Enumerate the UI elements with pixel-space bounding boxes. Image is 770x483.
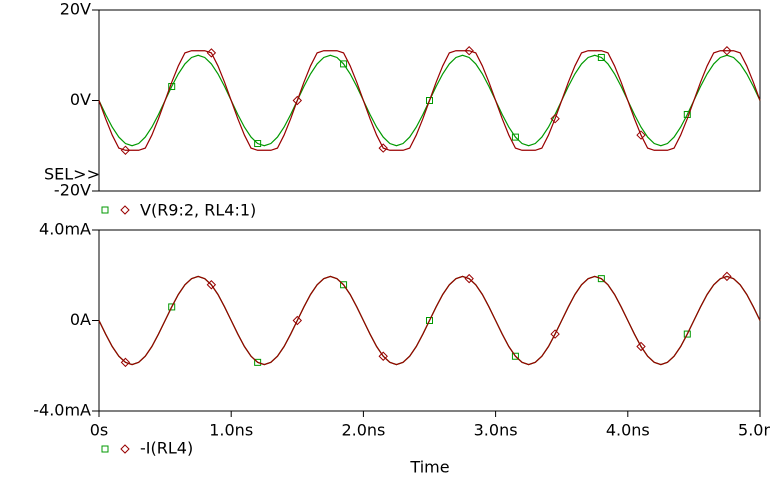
marker	[120, 145, 131, 155]
marker	[426, 97, 433, 104]
marker	[597, 275, 605, 283]
marker	[511, 352, 519, 360]
marker	[550, 329, 560, 339]
marker	[378, 143, 388, 153]
legend-label: -I(RL4)	[140, 439, 193, 458]
marker	[340, 60, 348, 68]
marker	[722, 46, 732, 56]
x-axis-label: Time	[409, 458, 449, 477]
y-tick-label: -4.0mA	[33, 401, 91, 420]
legend-symbol	[120, 205, 130, 215]
marker	[340, 281, 348, 289]
marker	[683, 330, 691, 338]
marker	[378, 351, 388, 361]
marker	[168, 303, 176, 311]
legend-label: V(R9:2, RL4:1)	[140, 201, 256, 220]
y-tick-label: 0A	[70, 310, 91, 329]
x-tick-label: 4.0ns	[606, 421, 650, 440]
marker	[636, 130, 646, 140]
marker	[120, 357, 131, 368]
x-tick-label: 3.0ns	[474, 421, 518, 440]
x-tick-label: 2.0ns	[341, 421, 385, 440]
x-tick-label: 0s	[90, 421, 109, 440]
marker	[511, 133, 519, 141]
marker	[206, 48, 217, 58]
legend-symbol	[120, 444, 130, 454]
marker	[597, 53, 605, 61]
y-tick-label: 4.0mA	[39, 220, 91, 239]
trace	[98, 275, 761, 366]
y-tick-label: 0V	[70, 90, 91, 109]
marker	[292, 95, 303, 106]
legend-symbol	[101, 206, 109, 214]
marker	[464, 273, 474, 284]
marker	[426, 317, 433, 324]
marker	[254, 140, 262, 148]
marker	[464, 46, 474, 56]
marker	[722, 271, 732, 282]
legend-symbol	[101, 445, 109, 453]
marker	[206, 280, 217, 290]
marker	[254, 358, 262, 366]
trace	[98, 50, 761, 151]
marker	[292, 315, 303, 326]
x-tick-label: 5.0ns	[738, 421, 770, 440]
x-tick-label: 1.0ns	[209, 421, 253, 440]
selection-marker: SEL>>	[44, 165, 100, 184]
marker	[550, 113, 560, 124]
marker	[636, 341, 646, 352]
y-tick-label: 20V	[60, 0, 91, 19]
y-tick-label: -20V	[54, 181, 91, 200]
